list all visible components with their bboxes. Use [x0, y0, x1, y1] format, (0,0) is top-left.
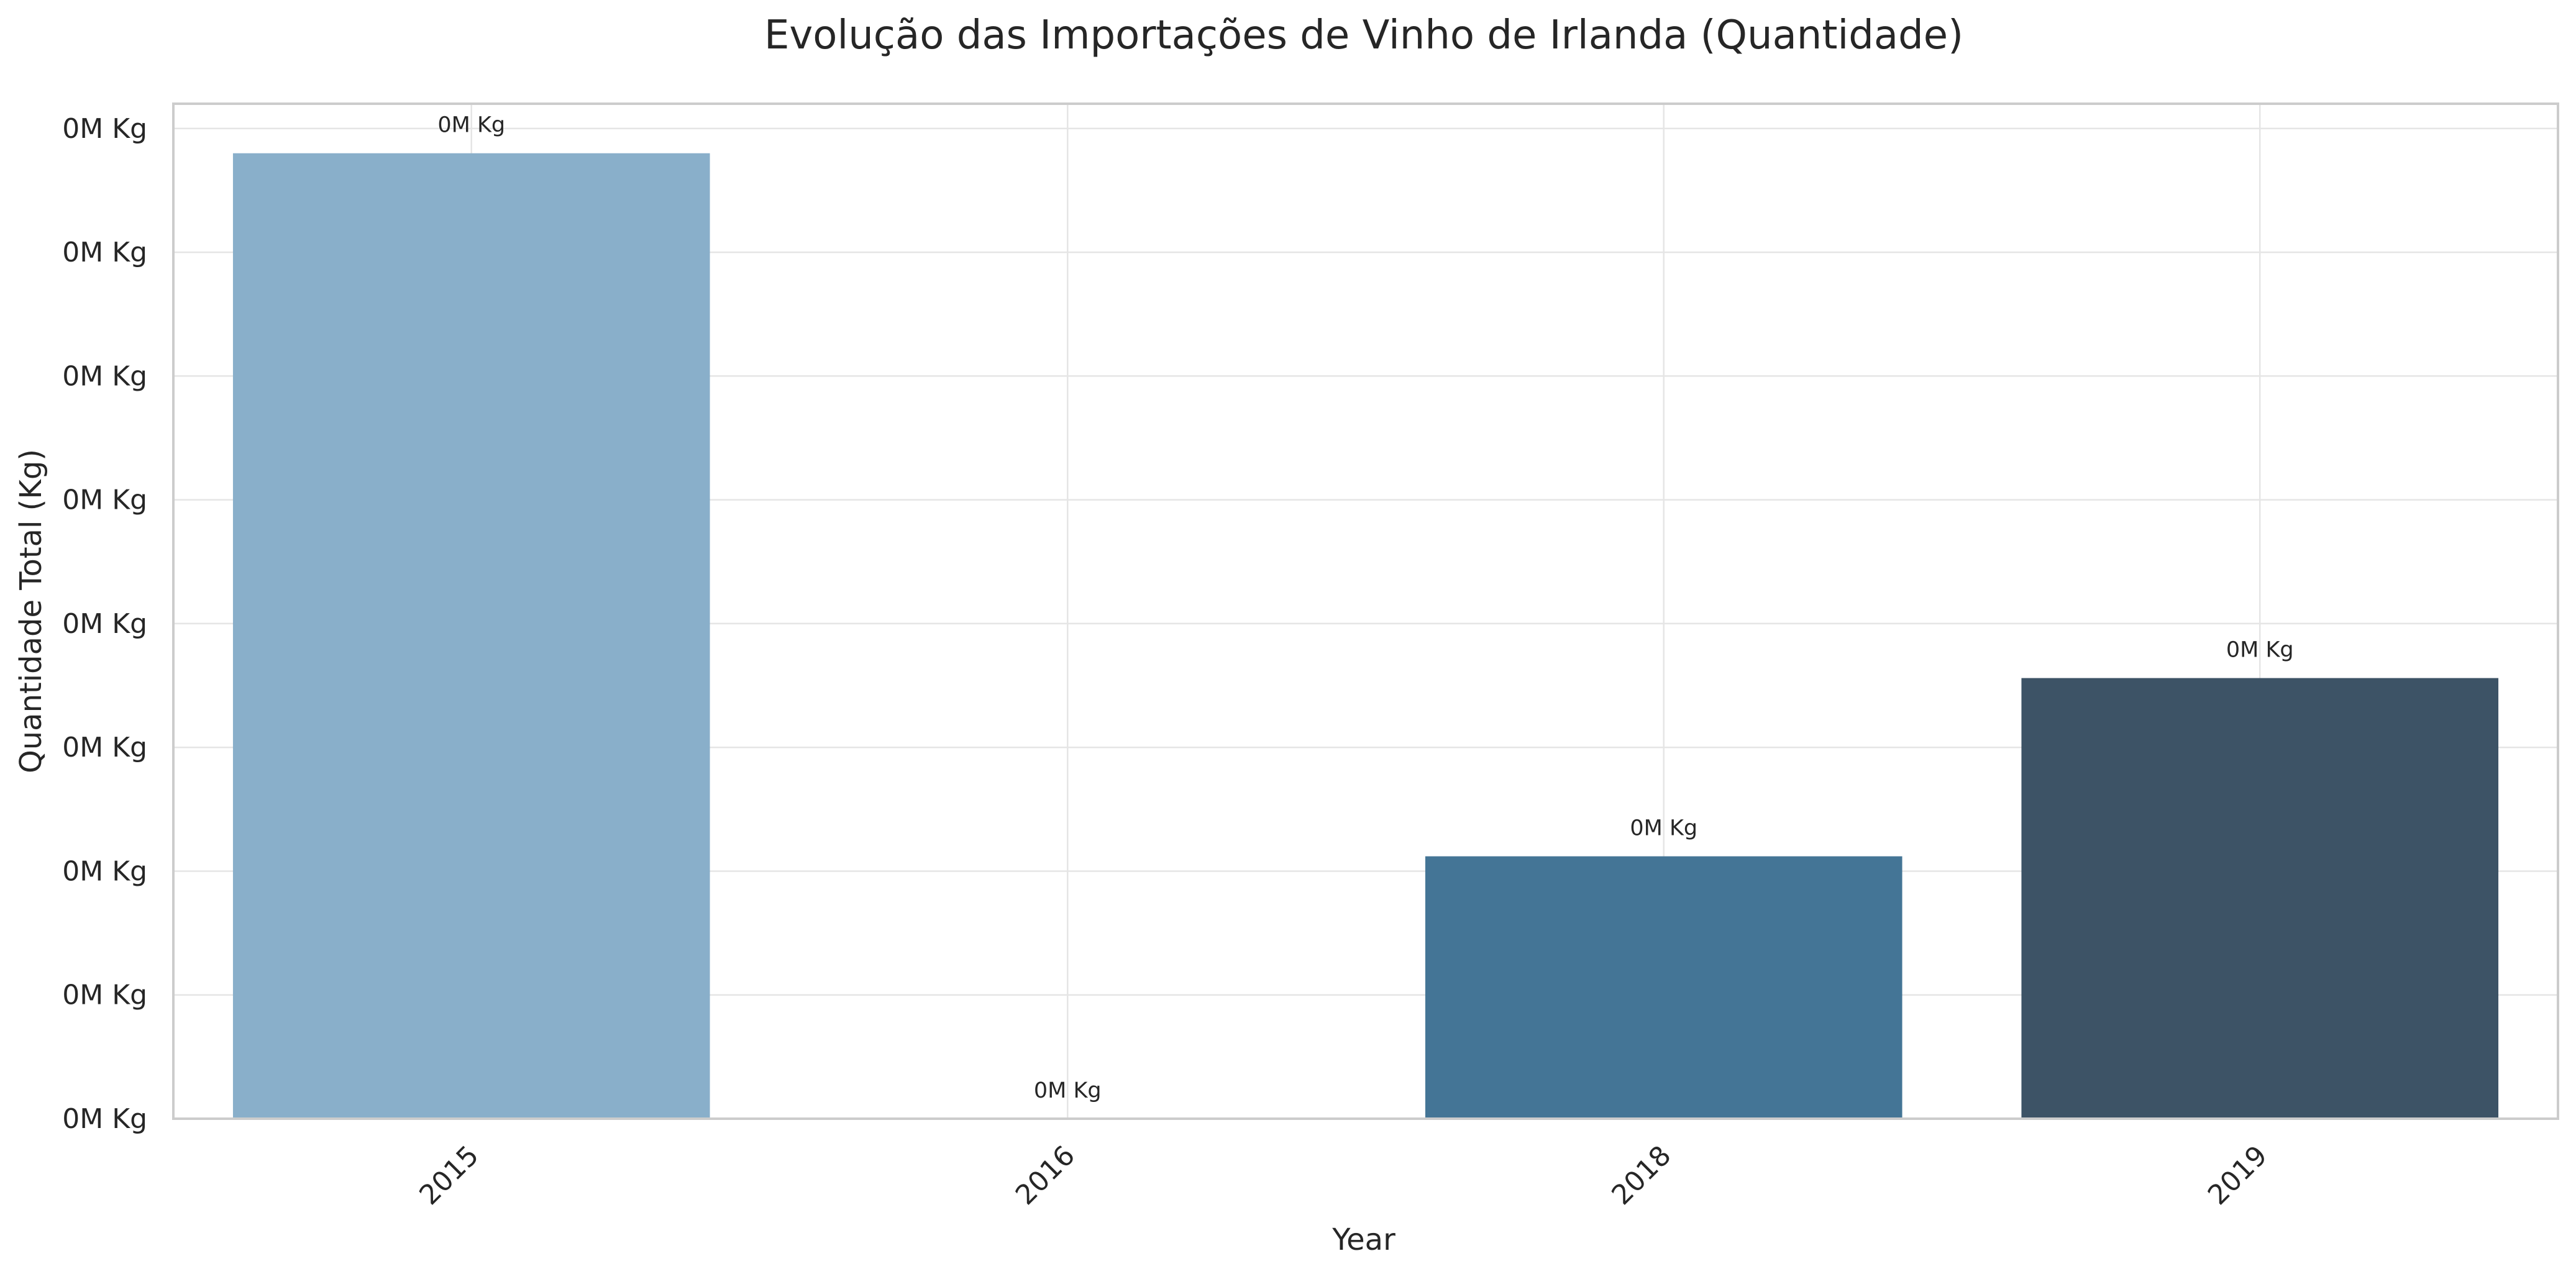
y-tick-label: 0M Kg [62, 608, 147, 640]
bar-value-label: 0M Kg [2226, 638, 2294, 663]
y-tick-label: 0M Kg [62, 113, 147, 145]
x-axis-label: Year [1331, 1222, 1395, 1257]
bar [1425, 856, 1902, 1119]
bar-value-labels: 0M Kg 0M Kg 0M Kg 0M Kg [437, 113, 2293, 1103]
y-tick-label: 0M Kg [62, 237, 147, 268]
chart-title: Evolução das Importações de Vinho de Irl… [764, 12, 1963, 58]
bar-value-label: 0M Kg [1630, 816, 1697, 841]
bar [2021, 678, 2499, 1119]
y-tick-label: 0M Kg [62, 855, 147, 887]
bar [232, 153, 710, 1119]
y-tick-label: 0M Kg [62, 1103, 147, 1135]
plot-frame [172, 102, 2559, 1120]
bars [232, 153, 2499, 1119]
y-tick-label: 0M Kg [62, 732, 147, 763]
y-axis-ticks: 0M Kg 0M Kg 0M Kg 0M Kg 0M Kg 0M Kg 0M Kg 0M Kg… [62, 113, 147, 1135]
bar-value-label: 0M Kg [437, 113, 505, 138]
y-axis-label: Quantidade Total (Kg) [14, 449, 48, 773]
bar-value-label: 0M Kg [1034, 1078, 1102, 1103]
y-tick-label: 0M Kg [62, 485, 147, 516]
y-tick-label: 0M Kg [62, 360, 147, 392]
y-tick-label: 0M Kg [62, 980, 147, 1011]
